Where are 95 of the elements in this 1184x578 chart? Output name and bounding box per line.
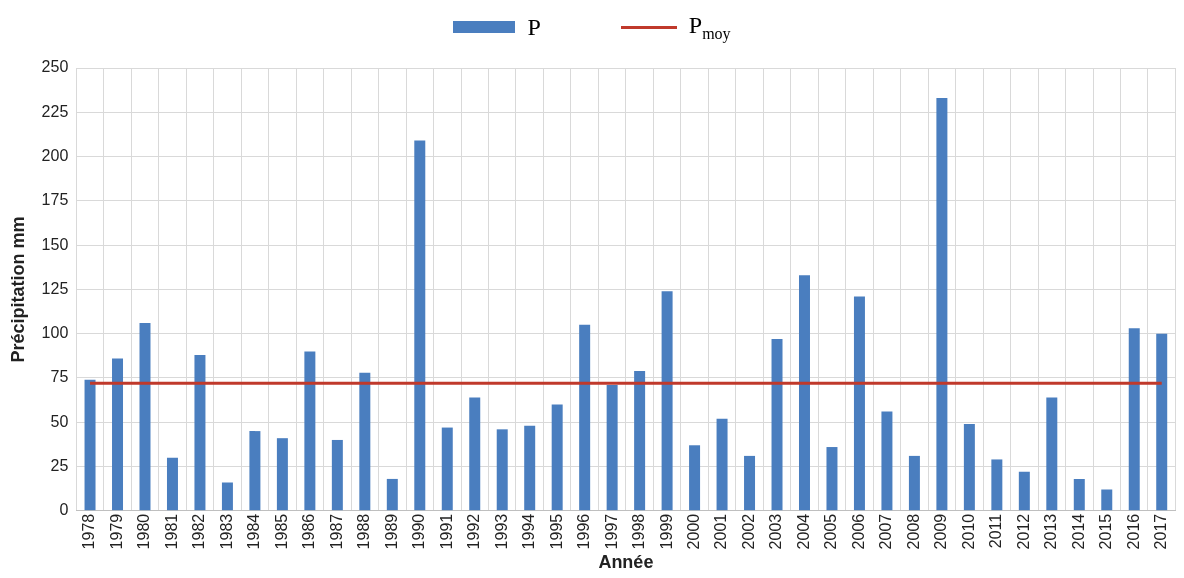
bar	[249, 431, 261, 511]
y-tick-label: 200	[41, 146, 69, 164]
x-tick-label: 2013	[1042, 513, 1060, 550]
x-tick-label: 1990	[410, 513, 428, 550]
bar	[771, 339, 783, 511]
x-tick-label: 2009	[932, 513, 950, 550]
bar	[579, 324, 591, 511]
bar	[331, 439, 343, 511]
y-tick-label: 25	[50, 456, 69, 474]
x-tick-label: 1981	[162, 513, 180, 550]
x-tick-label: 1995	[547, 513, 565, 550]
x-tick-label: 2014	[1069, 513, 1087, 550]
bar	[469, 397, 481, 511]
y-tick-label: 225	[41, 102, 69, 120]
bar	[1046, 397, 1058, 511]
bar	[1101, 489, 1113, 511]
y-tick-label: 125	[41, 279, 69, 297]
bar	[661, 291, 673, 511]
bar	[908, 455, 920, 511]
bar	[524, 425, 536, 511]
x-tick-label: 2012	[1014, 513, 1032, 550]
y-tick-label: 0	[59, 501, 69, 519]
bar	[606, 385, 618, 511]
x-tick-label: 2002	[739, 513, 757, 550]
bar	[826, 447, 838, 511]
bar	[194, 354, 206, 511]
bar	[276, 438, 288, 511]
bar	[221, 482, 233, 511]
bar	[744, 455, 756, 511]
x-tick-label: 1983	[217, 513, 235, 550]
bar	[1073, 478, 1085, 511]
bar	[963, 424, 975, 511]
x-tick-label: 1982	[190, 513, 208, 550]
bar	[853, 296, 865, 511]
bar	[139, 323, 151, 511]
x-tick-label: 2003	[767, 513, 785, 550]
y-tick-label: 150	[41, 235, 69, 253]
bar	[1018, 471, 1030, 511]
x-tick-label: 1993	[492, 513, 510, 550]
x-tick-label: 1997	[602, 513, 620, 550]
y-tick-label: 75	[50, 368, 69, 386]
x-tick-label: 2011	[987, 513, 1005, 549]
bar	[304, 351, 316, 511]
x-tick-label: 1992	[465, 513, 483, 550]
x-tick-label: 1984	[245, 513, 263, 550]
y-tick-label: 250	[41, 58, 69, 76]
bar	[1128, 328, 1140, 511]
x-tick-label: 1988	[355, 513, 373, 550]
x-tick-label: 2007	[877, 513, 895, 550]
x-tick-label: 1998	[630, 513, 648, 550]
x-tick-label: 2000	[684, 513, 702, 550]
bar	[799, 275, 810, 511]
bar	[689, 445, 701, 511]
x-tick-label: 1996	[575, 513, 593, 550]
bar	[936, 98, 948, 511]
x-tick-label: 2008	[904, 513, 922, 550]
x-tick-label: 2005	[822, 513, 840, 550]
bar	[441, 427, 453, 511]
y-tick-label: 100	[41, 324, 69, 342]
y-tick-label: 175	[41, 191, 69, 209]
bar	[716, 418, 728, 511]
x-tick-label: 2001	[712, 513, 730, 550]
bar	[84, 379, 96, 511]
x-tick-label: 1985	[272, 513, 290, 550]
x-tick-label: 2015	[1097, 513, 1115, 550]
x-tick-label: 1986	[300, 513, 318, 550]
bar	[496, 429, 508, 511]
bar	[359, 372, 371, 511]
x-tick-label: 1989	[382, 513, 400, 550]
x-tick-label: 1979	[107, 513, 125, 550]
legend-label: P	[527, 13, 541, 41]
bar	[386, 478, 398, 511]
x-axis-title: Année	[598, 552, 654, 573]
x-tick-label: 1980	[135, 513, 153, 550]
x-tick-label: 1999	[657, 513, 675, 550]
x-tick-label: 1991	[437, 513, 455, 550]
bar	[414, 140, 426, 511]
x-tick-label: 1978	[80, 513, 98, 550]
legend-label: P$_{moy}$	[688, 12, 731, 43]
x-tick-label: 1994	[520, 513, 538, 550]
bar	[634, 370, 646, 511]
x-tick-label: 2006	[849, 513, 867, 550]
y-axis-title: Précipitation mm	[7, 216, 28, 363]
y-tick-label: 50	[50, 412, 69, 430]
bar	[991, 459, 1003, 511]
x-tick-label: 2016	[1124, 513, 1142, 550]
x-tick-label: 2004	[794, 513, 812, 550]
bar	[881, 411, 893, 511]
bar	[551, 404, 563, 511]
x-tick-label: 2010	[959, 513, 977, 550]
bar	[166, 457, 178, 511]
x-tick-label: 2017	[1152, 513, 1170, 550]
bar	[1156, 333, 1168, 511]
bar	[112, 358, 124, 511]
x-tick-label: 1987	[327, 513, 345, 550]
